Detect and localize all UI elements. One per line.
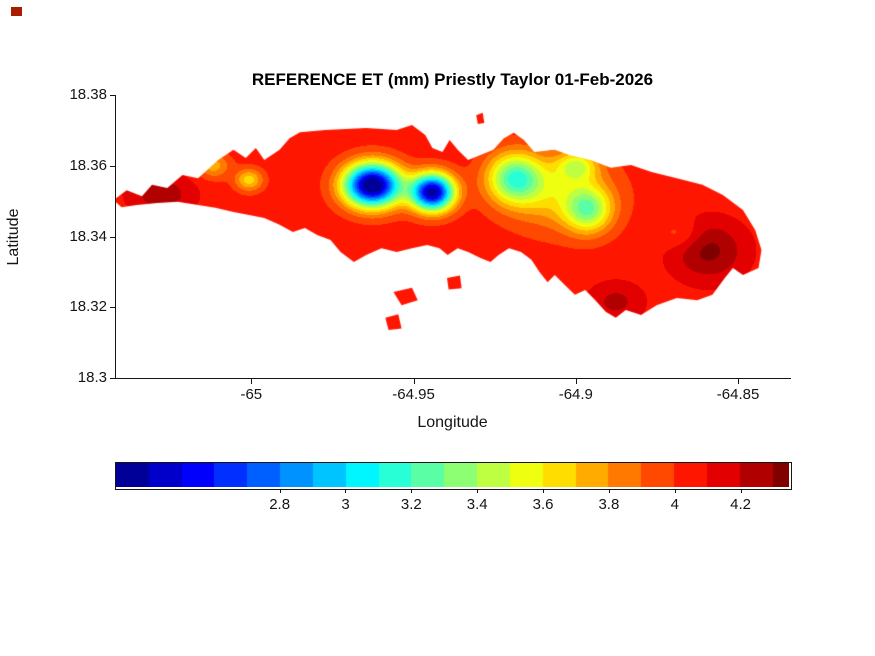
- y-tick-label: 18.34: [69, 227, 107, 245]
- contour-map-canvas: [116, 95, 791, 378]
- y-axis-label: Latitude: [5, 208, 22, 266]
- colorbar: [115, 462, 792, 490]
- y-axis-tick-mark: [110, 378, 115, 379]
- colorbar-tick-mark: [477, 489, 479, 493]
- x-axis-tick-mark: [251, 379, 253, 384]
- colorbar-tick-label: 3.8: [598, 496, 620, 513]
- y-axis-tick-mark: [110, 165, 115, 167]
- chart-title: REFERENCE ET (mm) Priestly Taylor 01-Feb…: [251, 70, 654, 89]
- colorbar-tick-mark: [279, 489, 281, 493]
- y-axis-tick-mark: [110, 236, 115, 238]
- y-axis-tick-mark: [110, 95, 115, 96]
- colorbar-gradient-canvas: [116, 463, 789, 487]
- colorbar-tick-mark: [608, 489, 610, 493]
- colorbar-tick-mark: [543, 489, 545, 493]
- colorbar-tick-label: 3: [341, 496, 350, 513]
- colorbar-tick-label: 3.4: [466, 496, 488, 513]
- x-tick-label: -64.95: [392, 386, 435, 403]
- colorbar-tick-mark: [345, 489, 347, 493]
- x-tick-label: -65: [240, 386, 263, 403]
- colorbar-tick-mark: [411, 489, 413, 493]
- x-axis-tick-mark: [575, 379, 577, 384]
- colorbar-tick-label: 4.2: [730, 496, 752, 513]
- y-tick-label: 18.38: [69, 86, 107, 103]
- x-tick-label: -64.9: [558, 386, 593, 403]
- y-tick-label: 18.3: [77, 369, 107, 386]
- colorbar-tick-label: 4: [670, 496, 679, 513]
- x-axis-tick-mark: [738, 379, 740, 384]
- colorbar-tick-label: 3.6: [532, 496, 554, 513]
- x-axis-label: Longitude: [417, 414, 488, 431]
- colorbar-tick-label: 2.8: [269, 496, 291, 513]
- x-axis-tick-mark: [413, 379, 415, 384]
- plot-area: [115, 95, 791, 379]
- colorbar-tick-label: 3.2: [400, 496, 422, 513]
- y-tick-label: 18.36: [69, 156, 107, 174]
- y-axis-tick-mark: [110, 307, 115, 309]
- y-tick-label: 18.32: [69, 298, 107, 316]
- colorbar-tick-mark: [740, 489, 742, 493]
- stray-red-patch: [11, 7, 22, 16]
- x-tick-label: -64.85: [716, 386, 760, 403]
- colorbar-tick-mark: [674, 489, 676, 493]
